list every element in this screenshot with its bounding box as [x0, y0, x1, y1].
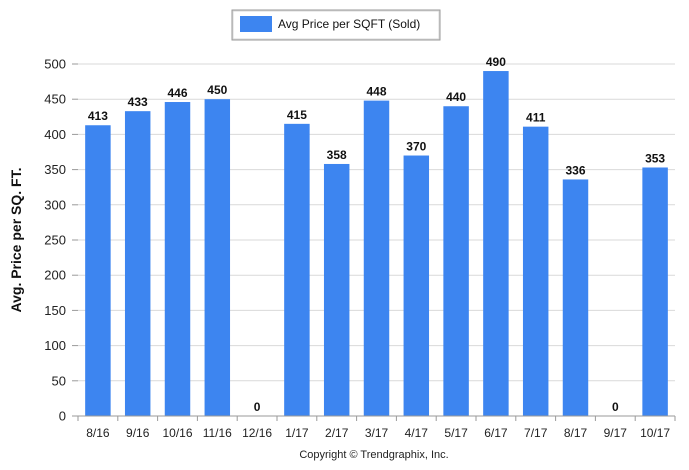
x-tick-label: 12/16 [242, 426, 272, 440]
data-label: 370 [406, 140, 426, 154]
data-label: 446 [167, 86, 187, 100]
y-tick-label: 450 [44, 92, 66, 107]
x-tick-label: 1/17 [285, 426, 309, 440]
bar [642, 167, 668, 416]
data-label: 353 [645, 151, 665, 165]
data-label: 0 [254, 400, 261, 414]
x-tick-label: 10/16 [162, 426, 192, 440]
y-tick-label: 100 [44, 338, 66, 353]
data-label: 433 [128, 95, 148, 109]
legend: Avg Price per SQFT (Sold) [231, 9, 441, 41]
copyright-footer: Copyright © Trendgraphix, Inc. [299, 449, 448, 461]
data-label: 413 [88, 109, 108, 123]
bar [85, 125, 111, 417]
y-tick-label: 500 [44, 57, 66, 72]
bar [562, 179, 589, 416]
x-tick-label: 4/17 [405, 426, 429, 440]
bar [403, 155, 430, 416]
x-tick-label: 2/17 [325, 426, 349, 440]
bar [124, 111, 151, 416]
y-tick-label: 150 [44, 303, 66, 318]
bar [284, 123, 310, 416]
data-label: 440 [446, 90, 466, 104]
bar [522, 126, 549, 416]
x-tick-label: 9/17 [604, 426, 628, 440]
y-axis-title: Avg. Price per SQ. FT. [8, 168, 24, 313]
x-tick-label: 6/17 [484, 426, 508, 440]
y-tick-label: 400 [44, 127, 66, 142]
y-tick-label: 200 [44, 268, 66, 283]
y-tick-label: 300 [44, 197, 66, 212]
data-label: 490 [486, 55, 506, 69]
data-label: 450 [207, 83, 227, 97]
y-axis-ticks: 0 50 100 150 200 250 300 350 400 450 500 [44, 57, 78, 424]
bar [483, 71, 509, 416]
x-tick-label: 5/17 [444, 426, 468, 440]
bar [204, 99, 231, 416]
x-tick-label: 11/16 [203, 426, 232, 440]
data-label: 336 [565, 163, 585, 177]
x-tick-label: 8/17 [564, 426, 588, 440]
data-labels: 413 433 446 450 0 415 358 448 370 440 490 411 336 0 35… [88, 55, 666, 414]
y-tick-label: 0 [59, 409, 66, 424]
y-tick-label: 350 [44, 162, 66, 177]
x-tick-label: 7/17 [524, 426, 548, 440]
data-label: 411 [526, 111, 546, 125]
data-label: 415 [287, 108, 307, 122]
bar [443, 106, 469, 417]
legend-label: Avg Price per SQFT (Sold) [278, 17, 420, 31]
bar [164, 102, 191, 417]
data-label: 448 [366, 85, 386, 99]
x-tick-label: 3/17 [365, 426, 389, 440]
x-tick-label: 10/17 [640, 426, 670, 440]
data-label: 0 [612, 400, 619, 414]
y-tick-label: 250 [44, 233, 66, 248]
bar [323, 163, 350, 416]
data-label: 358 [327, 148, 347, 162]
y-tick-label: 50 [52, 373, 66, 388]
bar [363, 100, 390, 416]
x-tick-label: 9/16 [126, 426, 150, 440]
legend-swatch [240, 16, 272, 32]
x-tick-label: 8/16 [86, 426, 110, 440]
x-axis-ticks: 8/16 9/16 10/16 11/16 12/16 1/17 2/17 3/17 4/17 5… [77, 416, 676, 440]
bars [85, 71, 668, 417]
